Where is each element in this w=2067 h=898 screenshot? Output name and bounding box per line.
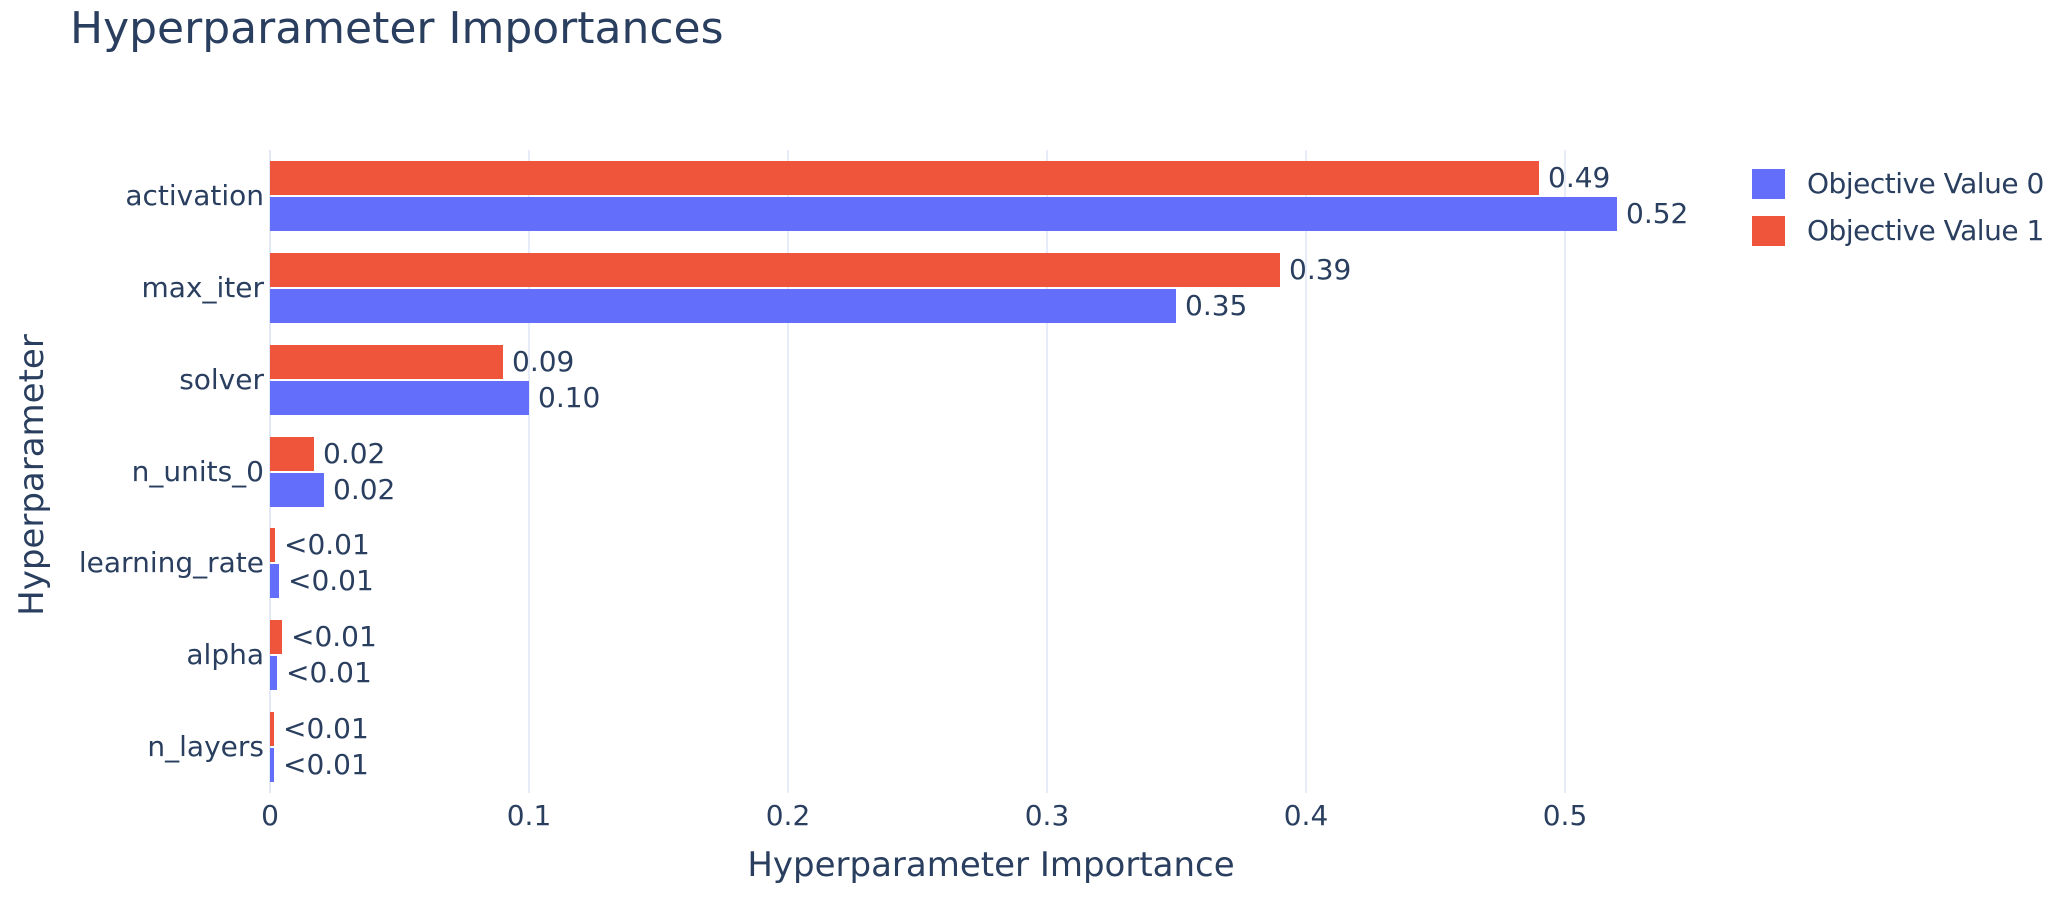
legend: Objective Value 0 Objective Value 1: [1752, 167, 2044, 262]
bar-value-label-learning_rate-0: <0.01: [284, 528, 370, 562]
bar-value-label-solver-0: 0.09: [512, 344, 575, 378]
bar-objective-value-1-activation: [270, 160, 1539, 195]
bar-value-label-alpha-0: <0.01: [291, 620, 377, 654]
bar-objective-value-1-alpha: [270, 620, 282, 655]
bar-value-label-max_iter-1: 0.35: [1185, 288, 1248, 322]
gridline: [1046, 150, 1048, 793]
bar-value-label-alpha-1: <0.01: [286, 656, 372, 690]
y-tick-label-solver: solver: [179, 362, 264, 396]
x-tick-label-0.2: 0.2: [765, 799, 811, 832]
bar-objective-value-1-learning_rate: [270, 528, 275, 563]
chart-title: Hyperparameter Importances: [70, 3, 724, 54]
bar-objective-value-1-max_iter: [270, 252, 1280, 287]
x-tick-label-0.3: 0.3: [1024, 799, 1070, 832]
x-tick-label-0.4: 0.4: [1283, 799, 1329, 832]
bar-value-label-activation-1: 0.52: [1626, 196, 1689, 230]
y-tick-label-alpha: alpha: [186, 638, 264, 672]
bar-value-label-max_iter-0: 0.39: [1289, 252, 1352, 286]
bar-objective-value-1-n_layers: [270, 712, 274, 747]
gridline: [1564, 150, 1566, 793]
legend-swatch-objective-value-0: [1752, 168, 1785, 199]
legend-label-objective-value-1: Objective Value 1: [1807, 214, 2044, 247]
bar-objective-value-0-alpha: [270, 656, 277, 691]
legend-item-objective-value-1[interactable]: Objective Value 1: [1752, 214, 2044, 247]
bar-value-label-solver-1: 0.10: [538, 380, 601, 414]
bar-objective-value-0-n_units_0: [270, 472, 324, 507]
bar-objective-value-0-activation: [270, 196, 1617, 231]
bar-value-label-activation-0: 0.49: [1548, 160, 1611, 194]
y-tick-label-max_iter: max_iter: [141, 270, 265, 304]
bar-objective-value-0-max_iter: [270, 288, 1176, 323]
y-tick-label-activation: activation: [125, 178, 264, 212]
x-tick-label-0.5: 0.5: [1542, 799, 1588, 832]
x-axis-title: Hyperparameter Importance: [747, 845, 1235, 885]
bar-objective-value-0-n_layers: [270, 748, 274, 783]
x-tick-label-0: 0: [261, 799, 279, 832]
bar-objective-value-0-learning_rate: [270, 564, 279, 599]
bar-value-label-learning_rate-1: <0.01: [288, 564, 374, 598]
bar-objective-value-1-solver: [270, 344, 503, 379]
bar-value-label-n_layers-0: <0.01: [283, 712, 369, 746]
zero-line: [269, 150, 271, 793]
gridline: [528, 150, 530, 793]
y-tick-label-n_layers: n_layers: [147, 730, 264, 764]
y-tick-label-learning_rate: learning_rate: [78, 546, 264, 580]
legend-swatch-objective-value-1: [1752, 215, 1785, 246]
bar-value-label-n_units_0-0: 0.02: [323, 436, 386, 470]
bar-objective-value-0-solver: [270, 380, 529, 415]
legend-item-objective-value-0[interactable]: Objective Value 0: [1752, 167, 2044, 200]
y-tick-label-n_units_0: n_units_0: [131, 454, 264, 488]
bar-value-label-n_layers-1: <0.01: [283, 748, 369, 782]
bar-objective-value-1-n_units_0: [270, 436, 314, 471]
x-tick-label-0.1: 0.1: [506, 799, 552, 832]
legend-label-objective-value-0: Objective Value 0: [1807, 167, 2044, 200]
gridline: [1305, 150, 1307, 793]
gridline: [787, 150, 789, 793]
bar-value-label-n_units_0-1: 0.02: [333, 472, 396, 506]
